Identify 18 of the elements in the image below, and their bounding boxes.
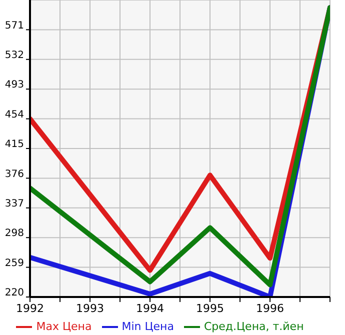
x-tick-label: 1994 — [136, 302, 164, 315]
y-tick-label: 376 — [4, 168, 24, 180]
y-tick-label: 298 — [4, 228, 24, 240]
x-tick-label: 1995 — [196, 302, 224, 315]
legend-label: Сред.Цена, т.йен — [204, 320, 304, 334]
y-tick-label: 571 — [4, 20, 24, 32]
legend-label: Min Цена — [122, 320, 174, 334]
y-tick-label: 532 — [4, 50, 24, 61]
legend-label: Max Цена — [36, 320, 92, 334]
y-tick-label: 220 — [4, 288, 24, 299]
y-tick-label: 493 — [4, 80, 24, 91]
x-tick-label: 1993 — [76, 302, 104, 315]
x-tick-label: 1992 — [16, 302, 44, 315]
y-tick-label: 337 — [4, 198, 24, 210]
y-tick-label: 259 — [4, 258, 24, 269]
y-tick-label: 454 — [4, 109, 24, 120]
x-tick-label: 1996 — [256, 302, 284, 315]
y-tick-label: 415 — [4, 139, 24, 150]
